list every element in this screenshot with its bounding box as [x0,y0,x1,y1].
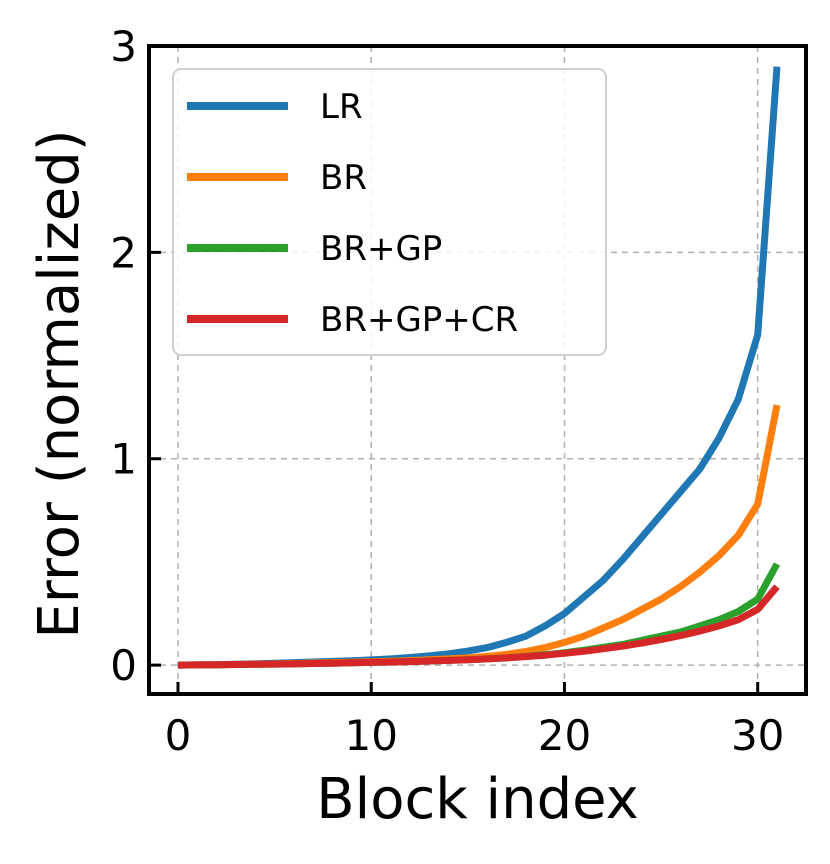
legend-label: LR [320,87,363,127]
x-tick-label: 10 [344,711,397,760]
x-tick-label: 30 [731,711,784,760]
legend-label: BR [320,158,367,198]
x-tick-label: 20 [538,711,591,760]
axis-ticks: 0 10 20 30 0 1 2 3 [110,22,784,760]
y-tick-label: 3 [110,22,137,71]
x-tick-label: 0 [165,711,192,760]
y-axis-label: Error (normalized) [27,129,92,638]
series-line-br-gp-cr [177,584,780,669]
grid [149,45,806,694]
y-tick-label: 1 [110,435,137,484]
legend-box [172,68,607,356]
x-axis-label: Block index [316,767,638,832]
legend-label: BR+GP+CR [320,300,518,340]
legend-label: BR+GP [320,229,442,269]
y-tick-label: 2 [110,228,137,277]
series-line-br [177,404,781,669]
legend: LR BR BR+GP BR+GP+CR [172,68,607,356]
y-tick-label: 0 [110,641,137,690]
plot-frame [147,44,808,696]
series-lines [177,66,781,669]
